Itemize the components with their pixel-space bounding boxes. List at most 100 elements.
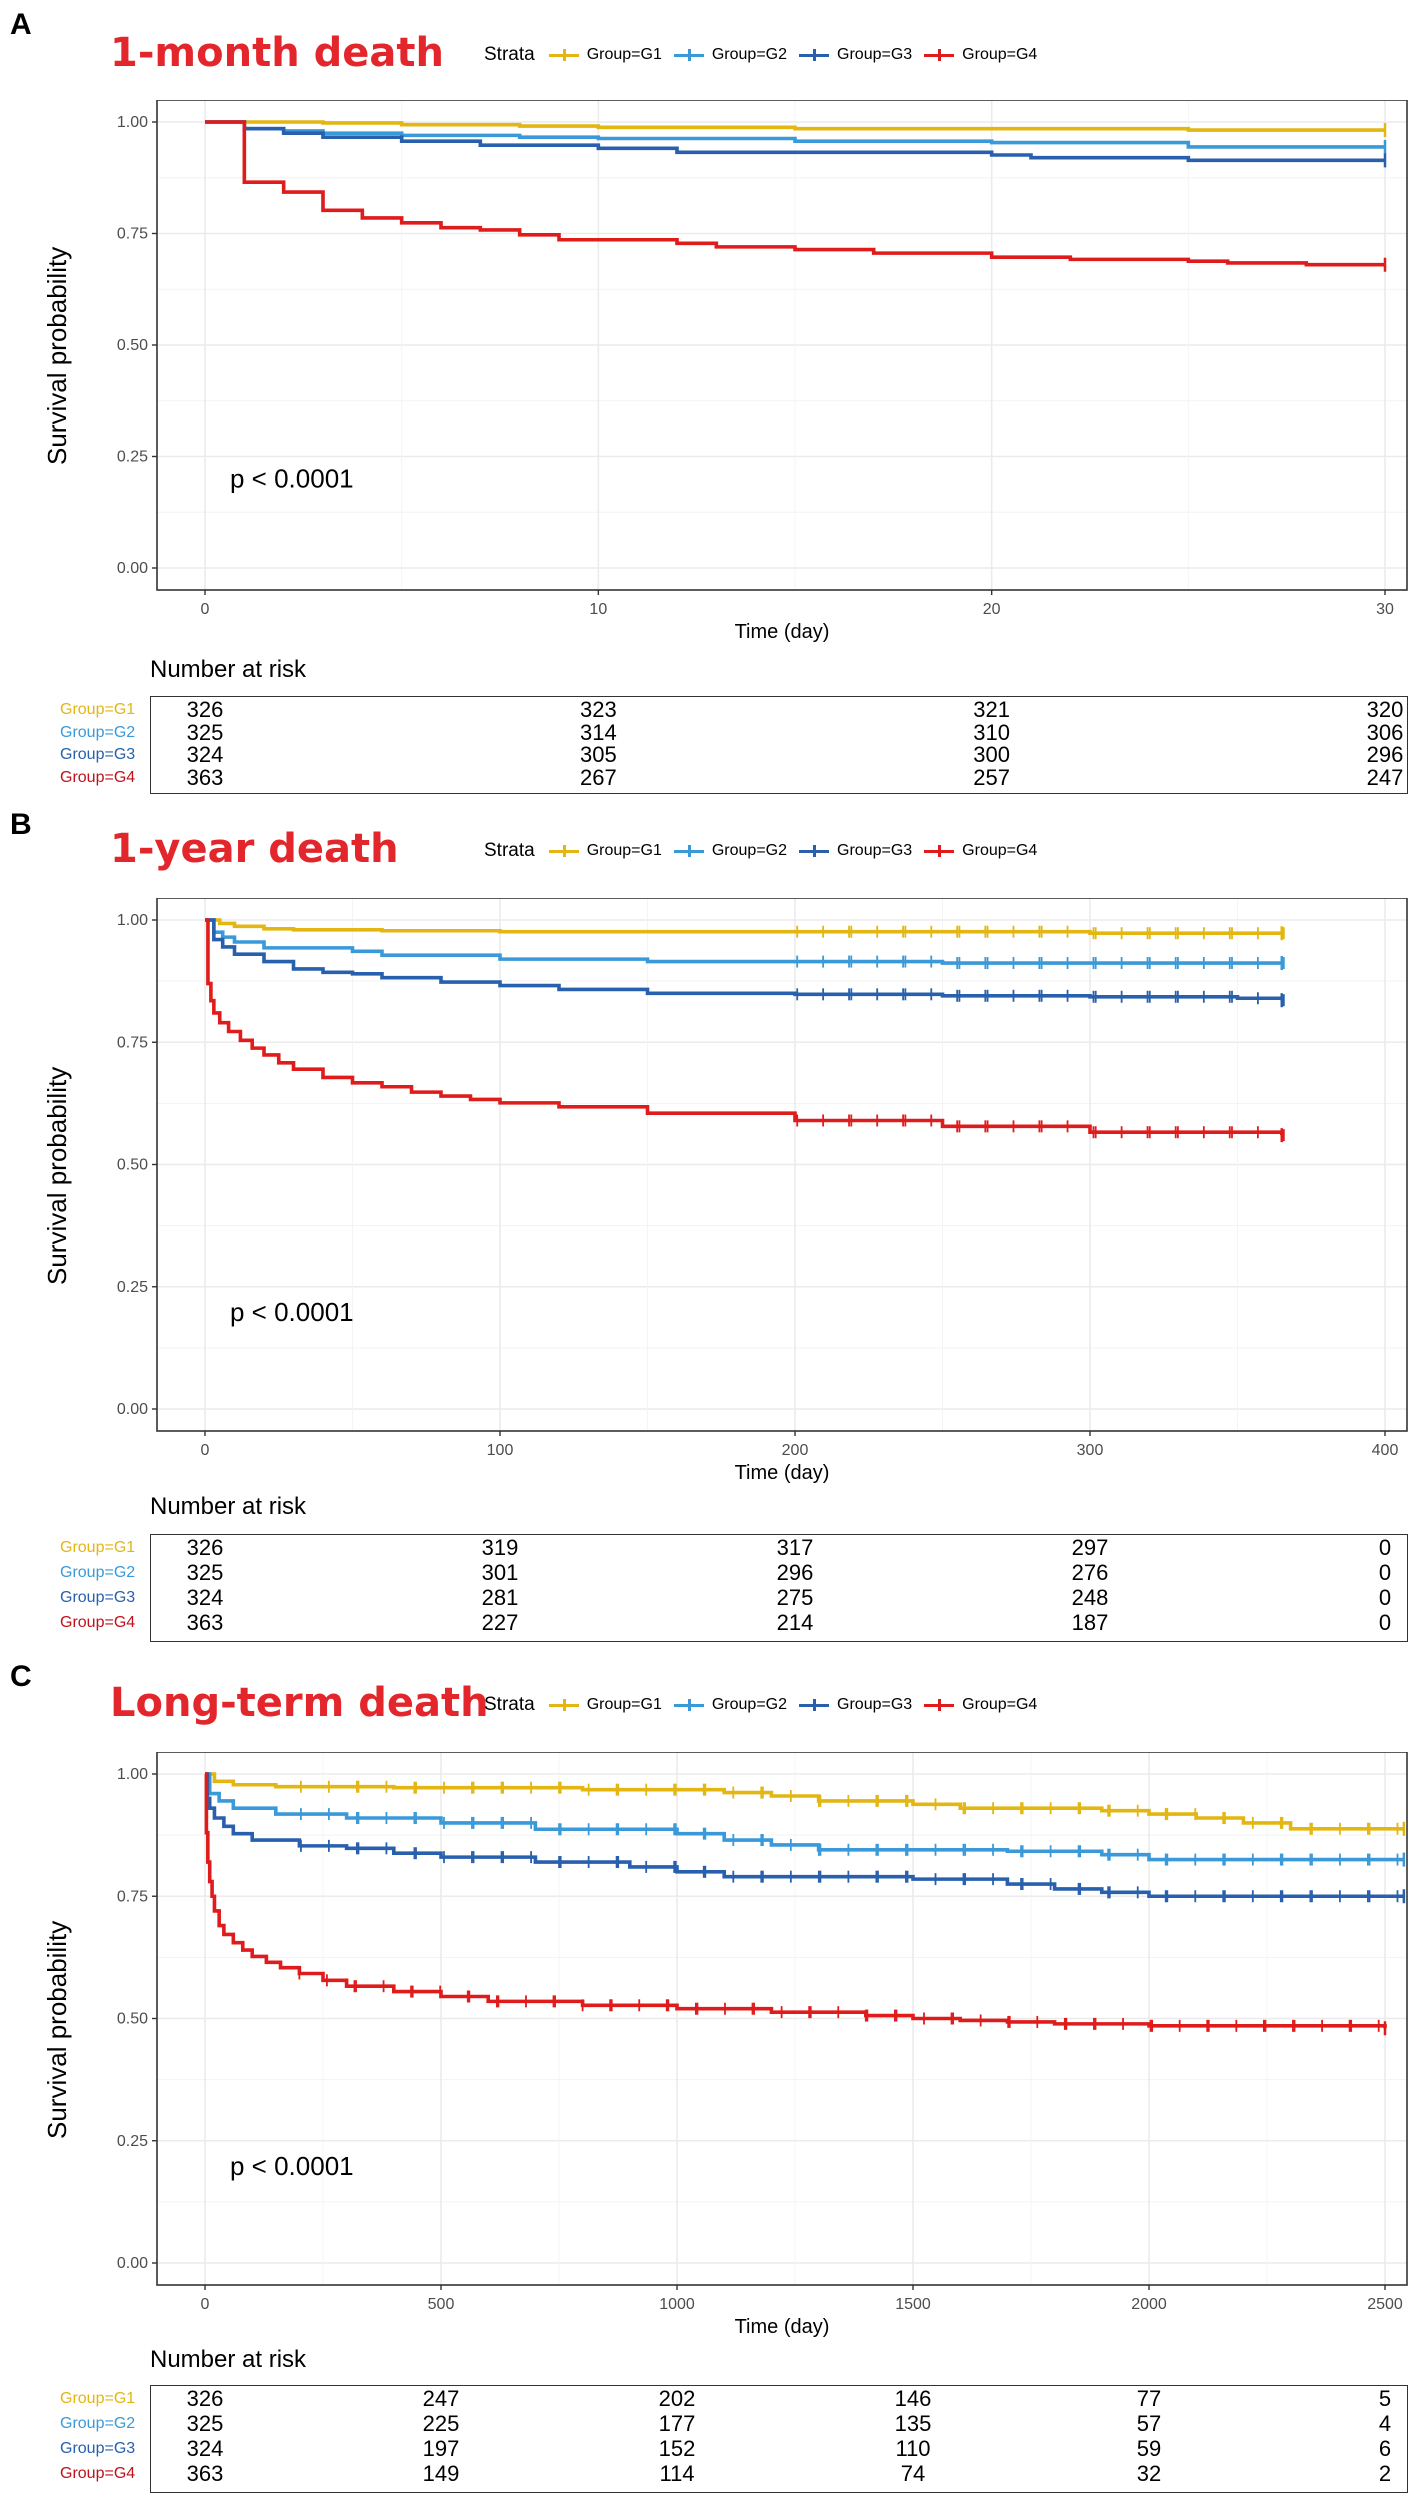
legend-key-icon [924,48,955,62]
legend-entry: Group=G4 [924,1696,1037,1714]
risk-row-label: Group=G4 [60,768,136,786]
legend-key-icon [673,1698,704,1712]
legend-entry: Group=G3 [799,842,912,860]
y-tick-label: 1.00 [117,912,148,929]
legend-entry: Group=G1 [548,1696,662,1714]
legend-key-icon [799,48,830,62]
risk-table-title: Number at risk [150,656,307,683]
y-tick-label: 1.00 [117,114,148,131]
y-axis-label: Survival probability [42,246,72,465]
legend-entry-label: Group=G3 [837,842,913,859]
risk-cell: 297 [1071,1535,1109,1560]
legend-entry: Group=G3 [799,46,912,64]
risk-cell: 114 [659,2461,695,2486]
risk-table-title: Number at risk [150,2346,307,2373]
risk-cell: 77 [1136,2386,1162,2411]
x-tick-label: 0 [201,2296,210,2313]
panel-letter: B [10,808,32,841]
x-tick-label: 400 [1372,1442,1399,1459]
y-tick-label: 1.00 [117,1766,148,1783]
risk-cell: 59 [1136,2436,1162,2461]
x-tick-label: 1500 [895,2296,931,2313]
risk-cell: 326 [186,2386,224,2411]
legend: Strata Group=G1 Group=G2 Group=G3 Group=G4 [484,840,1049,862]
survival-plot: 0.00 0.25 0.50 0.75 1.00 0 10 20 30 Time (day) p <… [117,100,1408,643]
legend-title: Strata [484,840,535,861]
legend-entry-label: Group=G4 [962,842,1038,859]
risk-cell: 275 [776,1585,814,1610]
risk-cell: 225 [422,2411,460,2436]
x-axis-label: Time (day) [735,621,830,643]
risk-cell: 324 [186,742,224,767]
risk-row-label: Group=G4 [60,2465,136,2482]
survival-curve-group-g4 [205,918,1284,1136]
risk-cell: 306 [1366,719,1404,745]
risk-cell: 363 [186,1610,224,1635]
y-tick-label: 0.75 [117,1888,148,1905]
y-tick-label: 0.75 [117,1034,148,1051]
survival-curve-group-g2 [205,918,1282,965]
risk-cell: 323 [579,697,617,722]
legend-entry-label: Group=G1 [586,1696,662,1713]
survival-curve-group-g1 [205,918,1282,936]
y-tick-label: 0.25 [117,1279,148,1296]
p-value-label: p < 0.0001 [230,2151,354,2181]
risk-cell: 135 [894,2411,932,2436]
risk-cell: 152 [658,2436,696,2461]
risk-cell: 0 [1378,1610,1392,1635]
y-tick-label: 0.75 [117,226,148,243]
x-tick-label: 0 [201,1442,210,1459]
x-tick-label: 2500 [1367,2296,1403,2313]
risk-row-label: Group=G3 [60,2440,136,2457]
risk-cell: 214 [776,1610,814,1635]
risk-cell: 0 [1378,1535,1392,1560]
risk-row-label: Group=G1 [60,2390,136,2407]
legend-key-icon [673,48,704,62]
y-tick-label: 0.50 [117,2011,148,2028]
legend-entry-label: Group=G4 [962,1696,1038,1713]
risk-cell: 317 [776,1535,814,1560]
survival-curve-group-g1 [205,120,1385,132]
risk-cell: 227 [481,1610,519,1635]
chart-title: Long-term death [110,1680,489,1726]
risk-cell: 202 [658,2386,696,2411]
risk-table [150,696,1408,794]
legend-key-icon [673,844,704,858]
risk-cell: 177 [658,2411,696,2436]
legend-entry: Group=G2 [673,842,788,860]
risk-row-label: Group=G3 [60,1589,136,1606]
legend-key-icon [924,1698,955,1712]
legend-key-icon [799,844,830,858]
legend-entry: Group=G3 [799,1696,912,1714]
x-tick-label: 20 [983,601,1001,618]
legend-key-icon [548,1698,579,1712]
risk-cell: 325 [186,719,224,745]
risk-cell: 325 [186,1560,224,1585]
risk-row-label: Group=G1 [60,1539,136,1556]
risk-cell: 247 [422,2386,460,2411]
risk-cell: 296 [1366,742,1404,767]
survival-plot: 0.00 0.25 0.50 0.75 1.00 0 500 1000 1500 2000 2500… [117,1752,1408,2338]
legend: Strata Group=G1 Group=G2 Group=G3 Group=G4 [484,44,1049,66]
risk-cell: 5 [1378,2386,1392,2411]
panel-letter: A [10,8,32,41]
x-tick-label: 10 [589,601,607,618]
x-tick-label: 1000 [659,2296,695,2313]
risk-cell: 197 [422,2436,460,2461]
legend-entry-label: Group=G2 [711,842,788,859]
legend-entry-label: Group=G4 [962,46,1038,63]
risk-cell: 57 [1136,2411,1162,2436]
x-tick-label: 0 [201,601,210,618]
legend-entry-label: Group=G2 [711,46,788,63]
risk-cell: 363 [186,764,224,790]
risk-cell: 257 [973,764,1011,790]
legend-key-icon [548,844,579,858]
x-tick-label: 200 [782,1442,809,1459]
risk-row-label: Group=G2 [60,1564,136,1581]
x-tick-label: 2000 [1131,2296,1167,2313]
legend-title: Strata [484,44,535,65]
risk-cell: 363 [186,2461,224,2486]
risk-cell: 325 [186,2411,224,2436]
risk-table [150,1534,1408,1642]
risk-cell: 281 [481,1585,519,1610]
